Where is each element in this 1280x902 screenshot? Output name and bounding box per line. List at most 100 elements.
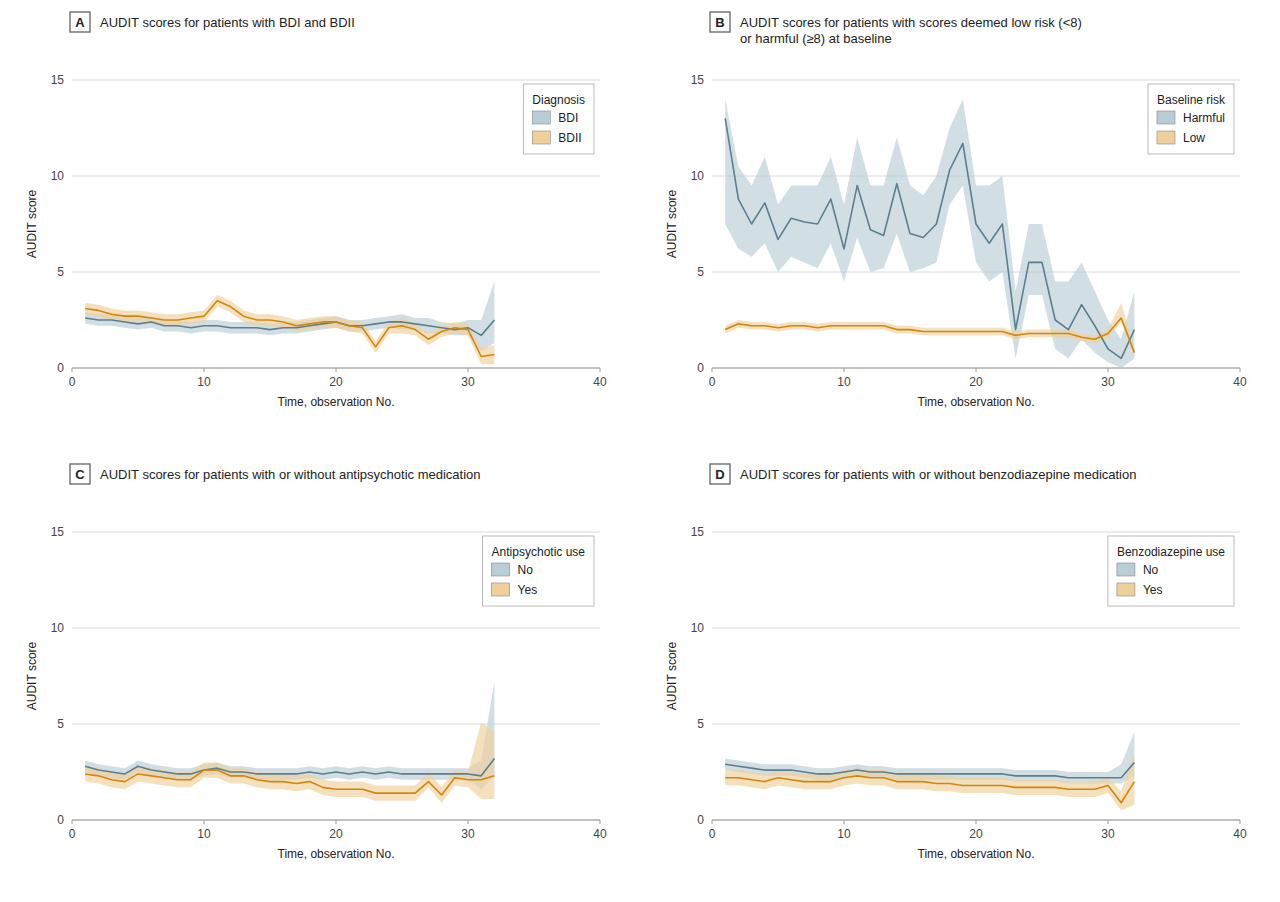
legend-swatch: [1117, 563, 1135, 576]
series-line: [725, 318, 1134, 353]
legend: DiagnosisBDIBDII: [523, 84, 594, 154]
y-tick-label: 10: [51, 169, 65, 183]
panel-label-box: [70, 12, 90, 32]
x-tick: [72, 820, 73, 824]
y-tick-label: 15: [51, 525, 65, 539]
y-tick-label: 5: [57, 717, 64, 731]
x-tick: [1240, 368, 1241, 372]
x-tick-label: 20: [329, 827, 343, 841]
y-tick-label: 0: [697, 361, 704, 375]
series-line: [725, 776, 1134, 803]
x-tick: [844, 368, 845, 372]
y-tick-label: 15: [691, 73, 705, 87]
panel-label: A: [75, 15, 85, 30]
background: [0, 0, 1280, 902]
panel-label-box: [70, 464, 90, 484]
y-tick-label: 10: [691, 169, 705, 183]
grid-line: [712, 628, 1240, 629]
x-tick: [468, 368, 469, 372]
x-tick: [336, 820, 337, 824]
x-tick-label: 10: [837, 375, 851, 389]
legend-label: No: [518, 563, 534, 577]
legend-swatch: [492, 583, 510, 596]
x-tick: [844, 820, 845, 824]
plot-area: [85, 282, 494, 365]
x-tick: [600, 368, 601, 372]
grid-line: [712, 724, 1240, 725]
x-tick: [204, 820, 205, 824]
grid-line: [72, 724, 600, 725]
grid-line: [72, 628, 600, 629]
legend-swatch: [532, 131, 550, 144]
legend-label: BDII: [558, 131, 581, 145]
series-line: [85, 770, 494, 795]
title-line: or harmful (≥8) at baseline: [740, 31, 892, 46]
x-tick-label: 30: [1101, 375, 1115, 389]
legend-frame: [1108, 536, 1234, 606]
legend-label: Yes: [518, 583, 538, 597]
x-tick-label: 40: [1233, 375, 1247, 389]
panel-title: AUDIT scores for patients with or withou…: [100, 467, 481, 482]
grid-line: [72, 272, 600, 273]
panel-label-box: [710, 464, 730, 484]
x-tick-label: 30: [461, 827, 475, 841]
legend-label: Harmful: [1183, 111, 1225, 125]
grid-line: [72, 532, 600, 533]
legend: Baseline risk Harmful Low: [1148, 84, 1234, 154]
x-tick-label: 10: [197, 827, 211, 841]
legend-title: Antipsychotic use: [492, 545, 586, 559]
title-line: AUDIT scores for patients with scores de…: [740, 15, 1082, 30]
x-axis-label: Time, observation No.: [918, 847, 1035, 861]
series-line: [725, 118, 1134, 358]
y-tick-label: 0: [57, 361, 64, 375]
series-line: [725, 762, 1134, 777]
y-tick-label: 15: [51, 73, 65, 87]
y-tick-label: 10: [51, 621, 65, 635]
grid-line: [712, 272, 1240, 273]
legend: Benzodiazepine use No Yes: [1108, 536, 1234, 606]
title-line: AUDIT scores for patients with or withou…: [740, 467, 1136, 482]
legend-frame: [523, 84, 594, 154]
y-axis-label: AUDIT score: [25, 189, 39, 258]
series-line: [85, 318, 494, 335]
confidence-band: [725, 99, 1134, 368]
legend-swatch: [492, 563, 510, 576]
x-tick-label: 0: [69, 827, 76, 841]
grid-line: [72, 80, 600, 81]
x-tick-label: 10: [197, 375, 211, 389]
panel-label: D: [715, 467, 724, 482]
legend-swatch: [1157, 111, 1175, 124]
legend-title: Baseline risk: [1157, 93, 1226, 107]
x-tick: [468, 820, 469, 824]
y-axis-label: AUDIT score: [25, 641, 39, 710]
x-tick: [712, 368, 713, 372]
x-tick: [1108, 820, 1109, 824]
x-tick: [976, 368, 977, 372]
y-axis-label: AUDIT score: [665, 641, 679, 710]
legend-title: Benzodiazepine use: [1117, 545, 1225, 559]
legend-label: Low: [1183, 131, 1205, 145]
x-tick: [336, 368, 337, 372]
y-tick-label: 5: [697, 717, 704, 731]
confidence-band: [85, 722, 494, 803]
panel: C AUDIT scores for patients with or witho…: [25, 464, 607, 861]
x-tick: [204, 368, 205, 372]
panel-label: C: [75, 467, 85, 482]
x-axis-label: Time, observation No.: [278, 847, 395, 861]
legend-label: No: [1143, 563, 1159, 577]
x-axis-label: Time, observation No.: [278, 395, 395, 409]
grid-line: [712, 80, 1240, 81]
legend-label: Yes: [1143, 583, 1163, 597]
title-line: AUDIT scores for patients with BDI and B…: [100, 15, 355, 30]
legend-title: Diagnosis: [532, 93, 585, 107]
x-tick-label: 20: [969, 375, 983, 389]
x-axis-label: Time, observation No.: [918, 395, 1035, 409]
grid-line: [72, 176, 600, 177]
grid-line: [712, 532, 1240, 533]
plot-area: [725, 99, 1134, 368]
confidence-band: [725, 753, 1134, 811]
x-tick-label: 30: [461, 375, 475, 389]
y-tick-label: 5: [697, 265, 704, 279]
confidence-band: [85, 295, 494, 364]
x-tick-label: 40: [1233, 827, 1247, 841]
